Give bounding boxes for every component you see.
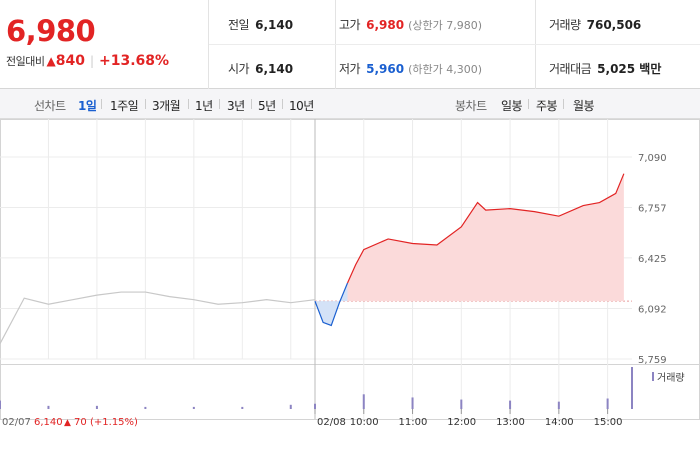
stat-value: 5,025 백만 bbox=[597, 62, 662, 76]
stat-label: 시가 bbox=[228, 62, 250, 76]
stat-label: 거래대금 bbox=[549, 62, 592, 76]
volume-bar bbox=[289, 404, 292, 409]
down-area bbox=[315, 282, 348, 326]
stat-label: 전일 bbox=[228, 18, 250, 32]
stat-label: 거래량 bbox=[549, 18, 581, 32]
volume-bar bbox=[509, 400, 512, 409]
change-amount: 840 bbox=[55, 53, 85, 69]
volume-bar bbox=[362, 394, 365, 409]
y-tick-label: 6,092 bbox=[638, 304, 667, 315]
stat-label: 저가 bbox=[339, 62, 361, 76]
prev-date: 02/07 bbox=[2, 417, 31, 428]
x-tick-label: 02/08 bbox=[317, 417, 346, 428]
volume-bar bbox=[557, 401, 560, 409]
volume-bar bbox=[411, 397, 414, 409]
x-tick-label: 10:00 bbox=[350, 417, 379, 428]
stat-open: 시가 6,140 bbox=[228, 60, 293, 77]
stat-low: 저가 5,960 (하한가 4,300) bbox=[339, 60, 482, 77]
up-arrow-icon: ▲ bbox=[46, 54, 56, 68]
volume-bar bbox=[95, 405, 98, 409]
volume-bar bbox=[631, 367, 633, 409]
prev-day-line bbox=[0, 291, 316, 344]
x-tick-label: 14:00 bbox=[545, 417, 574, 428]
tab-divider bbox=[251, 99, 252, 109]
stat-value: 760,506 bbox=[586, 18, 642, 32]
tab-divider bbox=[101, 99, 102, 109]
change-divider: | bbox=[89, 54, 94, 68]
volume-legend: 거래량 bbox=[657, 372, 685, 384]
stat-high: 고가 6,980 (상한가 7,980) bbox=[339, 16, 482, 33]
quote-header: 6,980 전일대비 ▲840 | +13.68% 전일 6,140 시가 6,140 고… bbox=[0, 0, 700, 89]
volume-bar bbox=[144, 406, 147, 409]
stat-note: (하한가 4,300) bbox=[408, 63, 482, 76]
tab-1year[interactable]: 1년 bbox=[195, 99, 213, 113]
change-rate: +13.68% bbox=[99, 53, 170, 69]
volume-bar bbox=[314, 403, 316, 409]
line-chart-label: 선차트 bbox=[34, 99, 66, 113]
up-line bbox=[346, 173, 625, 284]
tab-1week[interactable]: 1주일 bbox=[110, 99, 139, 113]
stat-label: 고가 bbox=[339, 18, 361, 32]
change-row: 전일대비 ▲840 | +13.68% bbox=[6, 53, 169, 69]
candle-chart-label: 봉차트 bbox=[455, 99, 487, 113]
stat-amount: 거래대금 5,025 백만 bbox=[549, 60, 661, 77]
x-tick-label: 15:00 bbox=[594, 417, 623, 428]
tab-10year[interactable]: 10년 bbox=[289, 99, 314, 113]
volume-bar bbox=[241, 406, 244, 409]
volume-bar bbox=[606, 398, 609, 409]
y-axis-labels: 7,090 6,757 6,425 6,092 5,759 bbox=[638, 153, 667, 366]
volume-bars bbox=[0, 367, 633, 409]
tab-divider bbox=[145, 99, 146, 109]
tab-daily[interactable]: 일봉 bbox=[501, 99, 523, 113]
tab-divider bbox=[188, 99, 189, 109]
stat-row-divider bbox=[209, 44, 700, 45]
prev-change: 70 bbox=[74, 417, 87, 428]
tab-divider bbox=[282, 99, 283, 109]
tab-divider bbox=[528, 99, 529, 109]
stat-value: 6,140 bbox=[255, 18, 294, 32]
tab-5year[interactable]: 5년 bbox=[258, 99, 276, 113]
volume-bar bbox=[47, 405, 50, 409]
y-tick-label: 6,757 bbox=[638, 204, 667, 215]
stat-value: 5,960 bbox=[366, 62, 405, 76]
x-axis-labels: 02/08 10:00 11:00 12:00 13:00 14:00 15:00 bbox=[317, 417, 622, 428]
tab-divider bbox=[219, 99, 220, 109]
stat-volume: 거래량 760,506 bbox=[549, 16, 641, 33]
intraday-chart: 7,090 6,757 6,425 6,092 5,759 02/08 10:00 11:0… bbox=[0, 119, 700, 428]
tab-1day[interactable]: 1일 bbox=[78, 99, 97, 113]
stat-note: (상한가 7,980) bbox=[408, 19, 482, 32]
up-arrow-icon: ▲ bbox=[64, 418, 71, 428]
y-tick-label: 7,090 bbox=[638, 153, 667, 164]
tab-monthly[interactable]: 월봉 bbox=[573, 99, 595, 113]
volume-legend-swatch bbox=[652, 372, 654, 381]
x-tick-label: 11:00 bbox=[399, 417, 428, 428]
stat-prev-close: 전일 6,140 bbox=[228, 16, 293, 33]
y-tick-label: 6,425 bbox=[638, 254, 667, 265]
volume-bar bbox=[460, 399, 463, 409]
stat-value: 6,980 bbox=[366, 18, 405, 32]
prev-price: 6,140 bbox=[34, 417, 63, 428]
prev-rate: (+1.15%) bbox=[90, 417, 138, 428]
price-box: 6,980 전일대비 ▲840 | +13.68% bbox=[0, 0, 209, 89]
volume-bar bbox=[0, 400, 1, 409]
tab-divider bbox=[563, 99, 564, 109]
x-tick-label: 12:00 bbox=[447, 417, 476, 428]
volume-bar bbox=[192, 406, 195, 409]
y-tick-label: 5,759 bbox=[638, 355, 667, 366]
current-price: 6,980 bbox=[6, 14, 96, 48]
down-line bbox=[314, 282, 349, 327]
chart-period-tabs: 선차트 1일 1주일 3개월 1년 3년 5년 10년 봉차트 일봉 주봉 월봉 bbox=[0, 89, 700, 119]
up-area bbox=[347, 173, 624, 302]
change-label: 전일대비 bbox=[6, 55, 45, 68]
tab-3month[interactable]: 3개월 bbox=[152, 99, 181, 113]
stat-value: 6,140 bbox=[255, 62, 294, 76]
tab-weekly[interactable]: 주봉 bbox=[536, 99, 558, 113]
x-tick-label: 13:00 bbox=[496, 417, 525, 428]
tab-3year[interactable]: 3년 bbox=[227, 99, 245, 113]
price-lines bbox=[0, 173, 625, 344]
